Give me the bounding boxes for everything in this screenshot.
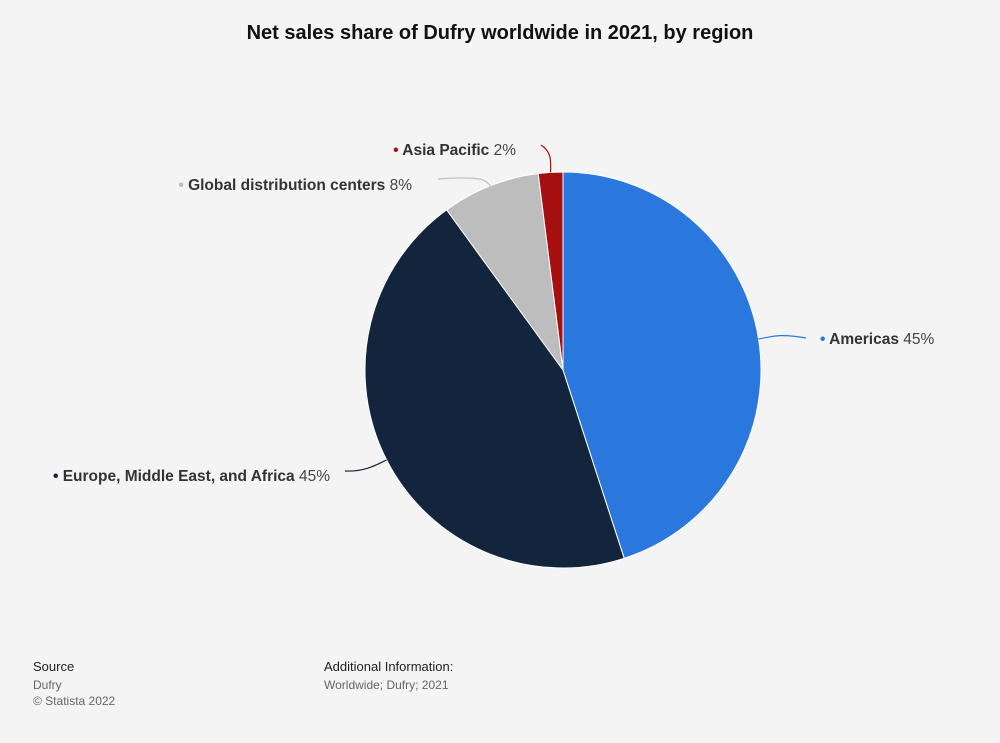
leader-line (344, 459, 387, 472)
slice-label-name: Americas (829, 331, 903, 348)
pie-slice-americas[interactable] (562, 171, 762, 559)
additional-info-block: Additional Information: Worldwide; Dufry… (324, 659, 453, 692)
source-heading: Source (33, 659, 75, 674)
leader-line (437, 177, 491, 187)
leader-line (758, 335, 807, 340)
slice-label: • Global distribution centers 8% (178, 177, 412, 194)
slice-label-value: 45% (903, 331, 934, 348)
source-name: Dufry (33, 678, 62, 692)
slice-labels: • Americas 45%• Europe, Middle East, and… (53, 142, 935, 485)
leader-line (540, 144, 552, 173)
source-block: Source Dufry © Statista 2022 (33, 659, 115, 708)
slice-label-value: 2% (494, 142, 517, 159)
legend-bullet: • (178, 177, 188, 194)
pie-slice-europe-middle-east-and-africa[interactable] (364, 209, 625, 569)
copyright: © Statista 2022 (33, 694, 116, 708)
slice-label-name: Asia Pacific (402, 142, 493, 159)
slice-label-name: Europe, Middle East, and Africa (63, 468, 299, 485)
pie-slices (364, 171, 762, 569)
pie-slice-global-distribution-centers[interactable] (445, 173, 564, 371)
slice-label-value: 45% (299, 468, 330, 485)
slice-label-value: 8% (390, 177, 413, 194)
chart-title: Net sales share of Dufry worldwide in 20… (246, 22, 754, 44)
legend-bullet: • (820, 331, 829, 348)
slice-label: • Asia Pacific 2% (393, 142, 516, 159)
legend-bullet: • (393, 142, 402, 159)
slice-label: • Americas 45% (820, 331, 935, 348)
additional-info-heading: Additional Information: (324, 659, 454, 674)
slice-label-name: Global distribution centers (188, 177, 390, 194)
additional-info-text: Worldwide; Dufry; 2021 (324, 678, 449, 692)
leader-lines (344, 144, 807, 472)
slice-label: • Europe, Middle East, and Africa 45% (53, 468, 330, 485)
legend-bullet: • (53, 468, 63, 485)
